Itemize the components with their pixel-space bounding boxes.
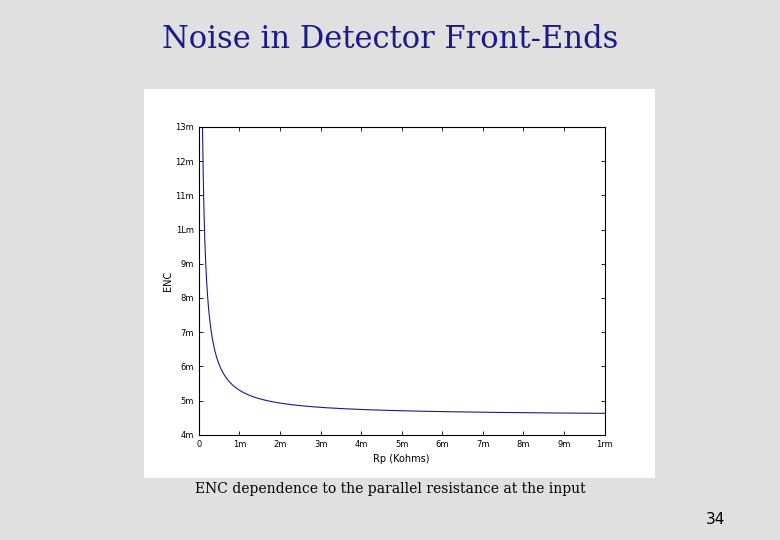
Text: 34: 34 bbox=[706, 511, 725, 526]
Text: ENC dependence to the parallel resistance at the input: ENC dependence to the parallel resistanc… bbox=[195, 482, 585, 496]
X-axis label: Rp (Kohms): Rp (Kohms) bbox=[374, 454, 430, 464]
Y-axis label: ENC: ENC bbox=[162, 271, 172, 291]
Text: Noise in Detector Front-Ends: Noise in Detector Front-Ends bbox=[161, 24, 619, 55]
